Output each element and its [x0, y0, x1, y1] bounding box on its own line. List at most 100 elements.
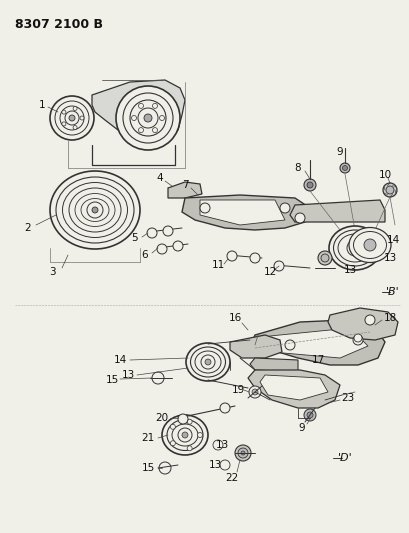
Text: 13: 13	[121, 370, 134, 380]
Circle shape	[220, 403, 229, 413]
Circle shape	[87, 202, 103, 218]
Text: 14: 14	[385, 235, 399, 245]
Polygon shape	[289, 200, 384, 222]
Text: 15: 15	[141, 463, 154, 473]
Circle shape	[138, 127, 143, 133]
Text: 2: 2	[25, 223, 31, 233]
Text: 19: 19	[231, 385, 244, 395]
Polygon shape	[200, 200, 284, 225]
Circle shape	[294, 213, 304, 223]
Polygon shape	[168, 182, 202, 198]
Circle shape	[284, 340, 294, 350]
Circle shape	[50, 96, 94, 140]
Circle shape	[279, 203, 289, 213]
Circle shape	[147, 228, 157, 238]
Polygon shape	[249, 358, 297, 372]
Polygon shape	[252, 320, 384, 365]
Circle shape	[385, 186, 393, 194]
Circle shape	[170, 424, 175, 429]
Circle shape	[62, 122, 66, 126]
Text: 16: 16	[228, 313, 241, 323]
Circle shape	[69, 115, 75, 121]
Circle shape	[303, 179, 315, 191]
Circle shape	[346, 240, 362, 256]
Text: 4: 4	[156, 173, 163, 183]
Circle shape	[182, 432, 188, 438]
Text: 9: 9	[336, 147, 342, 157]
Text: 8: 8	[294, 163, 301, 173]
Circle shape	[342, 166, 347, 171]
Circle shape	[317, 251, 331, 265]
Text: 15: 15	[105, 375, 118, 385]
Circle shape	[352, 335, 362, 345]
Circle shape	[163, 226, 173, 236]
Text: 14: 14	[113, 355, 126, 365]
Polygon shape	[259, 375, 327, 400]
Text: 11: 11	[211, 260, 224, 270]
Circle shape	[92, 207, 98, 213]
Circle shape	[303, 409, 315, 421]
Circle shape	[152, 372, 164, 384]
Text: 13: 13	[343, 265, 356, 275]
Circle shape	[200, 355, 214, 369]
Circle shape	[73, 125, 77, 130]
Circle shape	[382, 183, 396, 197]
Circle shape	[187, 446, 192, 451]
Circle shape	[131, 116, 136, 120]
Circle shape	[237, 448, 247, 458]
Text: 21: 21	[141, 433, 154, 443]
Circle shape	[213, 440, 222, 450]
Circle shape	[173, 241, 182, 251]
Circle shape	[249, 253, 259, 263]
Circle shape	[80, 116, 84, 120]
Text: 7: 7	[181, 180, 188, 190]
Circle shape	[234, 445, 250, 461]
Circle shape	[363, 239, 375, 251]
Circle shape	[178, 428, 191, 442]
Circle shape	[144, 114, 152, 122]
Polygon shape	[92, 80, 184, 145]
Circle shape	[73, 107, 77, 110]
Circle shape	[62, 110, 66, 114]
Ellipse shape	[328, 226, 380, 270]
Polygon shape	[327, 308, 397, 340]
Text: 9: 9	[298, 423, 305, 433]
Circle shape	[178, 414, 188, 424]
Text: 13: 13	[215, 440, 228, 450]
Text: 3: 3	[49, 267, 55, 277]
Circle shape	[159, 116, 164, 120]
Circle shape	[197, 432, 202, 438]
Ellipse shape	[186, 343, 229, 381]
Circle shape	[152, 127, 157, 133]
Text: 13: 13	[382, 253, 396, 263]
Text: 10: 10	[378, 170, 391, 180]
Circle shape	[252, 389, 257, 395]
Polygon shape	[182, 195, 309, 230]
Text: 12: 12	[263, 267, 276, 277]
Circle shape	[364, 315, 374, 325]
Circle shape	[170, 441, 175, 446]
Circle shape	[187, 419, 192, 424]
Circle shape	[351, 245, 357, 251]
Text: 'B': 'B'	[385, 287, 399, 297]
Circle shape	[138, 103, 143, 108]
Circle shape	[200, 203, 209, 213]
Circle shape	[152, 103, 157, 108]
Circle shape	[227, 251, 236, 261]
Polygon shape	[264, 328, 367, 358]
Text: 5: 5	[131, 233, 138, 243]
Ellipse shape	[50, 171, 139, 249]
Text: 20: 20	[155, 413, 168, 423]
Ellipse shape	[348, 228, 390, 262]
Circle shape	[159, 462, 171, 474]
Circle shape	[240, 451, 245, 455]
Circle shape	[204, 359, 211, 365]
Text: 18: 18	[382, 313, 396, 323]
Circle shape	[306, 182, 312, 188]
Text: 8307 2100 B: 8307 2100 B	[15, 18, 103, 31]
Circle shape	[353, 334, 361, 342]
Text: 6: 6	[142, 250, 148, 260]
Circle shape	[306, 412, 312, 418]
Circle shape	[116, 86, 180, 150]
Text: 22: 22	[225, 473, 238, 483]
